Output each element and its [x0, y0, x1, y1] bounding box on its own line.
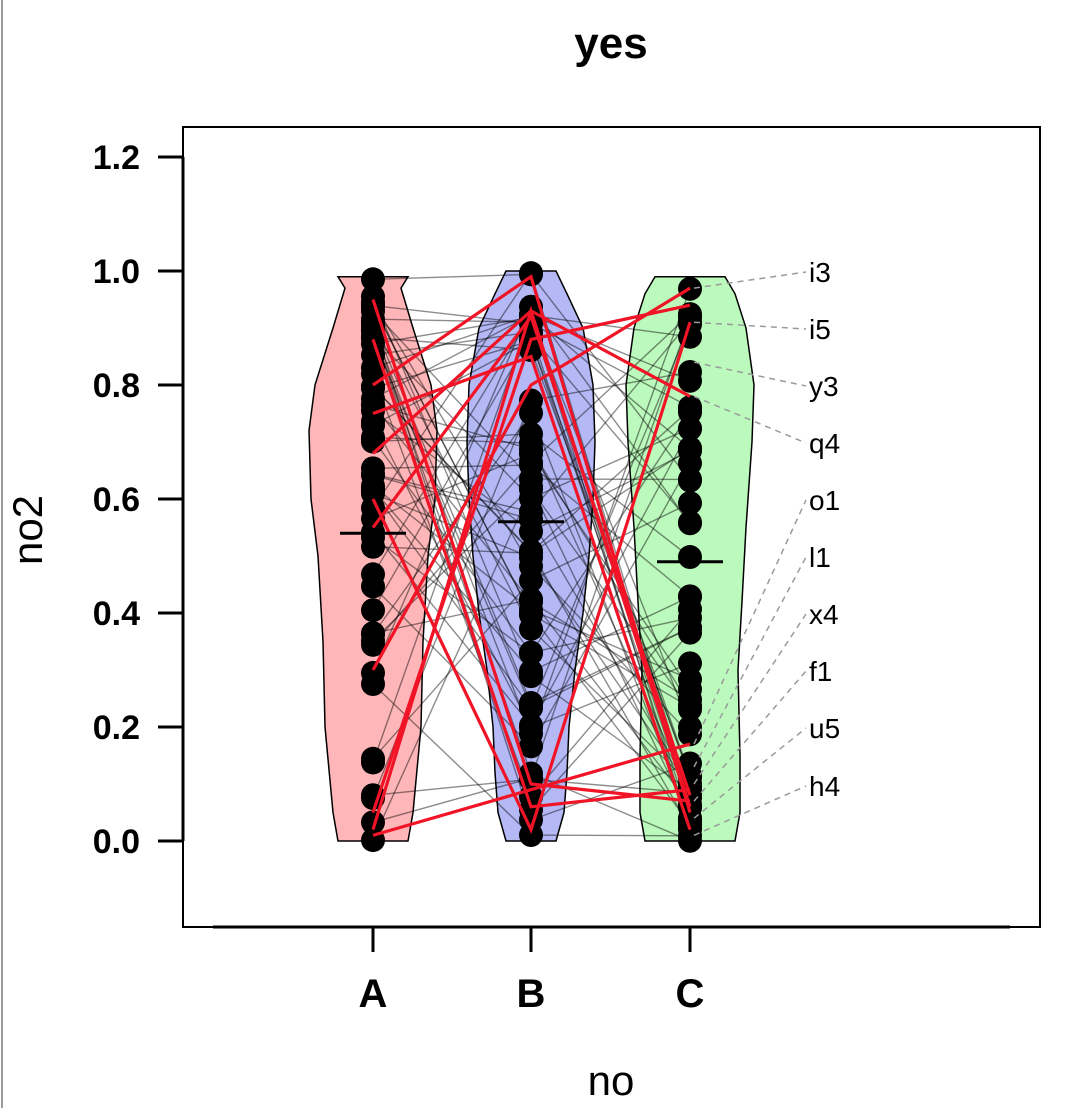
- data-point-C: [678, 695, 702, 720]
- highlight-line: [371, 303, 691, 814]
- highlight-line: [372, 354, 692, 831]
- data-point-C: [678, 416, 702, 441]
- highlight-lines-layer: [371, 274, 692, 837]
- data-point-A: [361, 672, 385, 697]
- data-point-C: [678, 510, 702, 535]
- point-label: q4: [809, 428, 840, 459]
- chart-title: yes: [574, 19, 647, 68]
- x-tick-label: B: [517, 972, 546, 1016]
- point-label: i3: [809, 257, 831, 288]
- y-tick-label: 0.4: [93, 595, 140, 633]
- data-point-A: [361, 810, 385, 835]
- data-point-A: [361, 574, 385, 599]
- data-point-B: [519, 540, 543, 565]
- x-axis: A B C: [213, 925, 1010, 1016]
- data-point-A: [361, 481, 385, 506]
- data-point-C: [678, 722, 702, 747]
- data-point-C: [678, 451, 702, 476]
- highlight-line: [371, 313, 692, 796]
- y-tick-label: 1.0: [93, 253, 140, 291]
- data-point-B: [519, 486, 543, 511]
- point-label: l1: [809, 542, 831, 573]
- data-point-A: [361, 783, 385, 808]
- data-point-B: [519, 507, 543, 532]
- point-label: o1: [809, 485, 840, 516]
- label-leader-line: [693, 785, 807, 836]
- data-point-B: [519, 659, 543, 684]
- data-point-A: [361, 598, 385, 623]
- y-tick-label: 0.0: [93, 823, 140, 861]
- data-point-C: [678, 545, 702, 570]
- data-point-C: [678, 397, 702, 422]
- label-leader-line: [693, 670, 807, 802]
- x-tick-label: A: [359, 972, 388, 1016]
- x-tick-label: C: [676, 972, 705, 1016]
- highlight-line: [371, 321, 692, 834]
- point-label: i5: [809, 314, 831, 345]
- data-point-A: [361, 267, 385, 292]
- data-point-C: [678, 359, 702, 384]
- data-point-B: [519, 694, 543, 719]
- data-point-C: [678, 751, 702, 776]
- point-label: u5: [809, 713, 840, 744]
- data-point-B: [519, 713, 543, 738]
- data-point-C: [678, 584, 702, 609]
- y-axis-label: no2: [4, 495, 51, 565]
- data-point-B: [519, 453, 543, 478]
- label-leader-line: [693, 271, 807, 289]
- data-point-B: [519, 734, 543, 759]
- y-tick-label: 1.2: [93, 139, 140, 177]
- data-point-B: [519, 601, 543, 626]
- violin-A: [308, 275, 438, 842]
- data-point-C: [678, 468, 702, 493]
- highlight-line: [371, 286, 691, 671]
- data-point-A: [361, 409, 385, 434]
- data-point-A: [361, 750, 385, 775]
- data-point-C: [678, 615, 702, 640]
- highlight-line: [372, 742, 691, 837]
- means-layer: [340, 520, 723, 564]
- point-label: y3: [809, 371, 839, 402]
- label-leader-line: [693, 395, 807, 444]
- y-tick-label: 0.6: [93, 481, 140, 519]
- data-point-B: [519, 640, 543, 665]
- y-tick-label: 0.2: [93, 709, 140, 747]
- data-point-C: [678, 491, 702, 516]
- data-point-A: [361, 456, 385, 481]
- x-axis-label: no: [588, 1057, 635, 1104]
- y-axis: 0.0 0.2 0.4 0.6 0.8 1.0 1.2: [93, 139, 185, 861]
- points-layer: [361, 261, 702, 853]
- point-label: f1: [809, 656, 832, 687]
- data-point-A: [361, 622, 385, 647]
- label-leader-line: [693, 361, 807, 387]
- point-label: x4: [809, 599, 839, 630]
- label-leader-line: [693, 321, 807, 330]
- point-label: h4: [809, 771, 840, 802]
- data-point-C: [678, 651, 702, 676]
- highlight-line: [371, 338, 691, 809]
- label-leader-line: [693, 613, 807, 785]
- data-point-B: [519, 421, 543, 446]
- y-tick-label: 0.8: [93, 367, 140, 405]
- label-leader-line: [693, 727, 807, 819]
- point-labels-layer: i3 i5 y3 q4 o1 l1 x4 f1 u5 h4: [693, 257, 840, 836]
- label-leader-line: [693, 556, 807, 768]
- label-leader-line: [693, 499, 807, 745]
